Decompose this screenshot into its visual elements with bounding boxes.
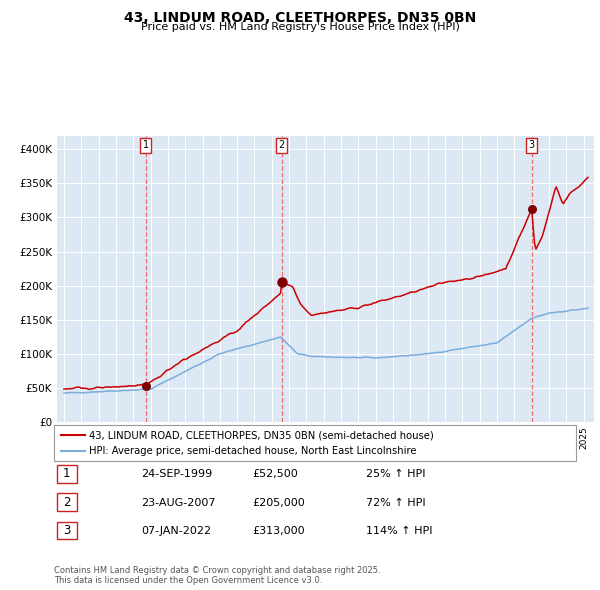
Text: £52,500: £52,500 xyxy=(252,470,298,479)
Text: HPI: Average price, semi-detached house, North East Lincolnshire: HPI: Average price, semi-detached house,… xyxy=(89,446,416,455)
Text: 07-JAN-2022: 07-JAN-2022 xyxy=(141,526,211,536)
Text: Contains HM Land Registry data © Crown copyright and database right 2025.
This d: Contains HM Land Registry data © Crown c… xyxy=(54,566,380,585)
Text: Price paid vs. HM Land Registry's House Price Index (HPI): Price paid vs. HM Land Registry's House … xyxy=(140,22,460,32)
Text: 23-AUG-2007: 23-AUG-2007 xyxy=(141,498,215,507)
Text: £313,000: £313,000 xyxy=(252,526,305,536)
Text: 25% ↑ HPI: 25% ↑ HPI xyxy=(366,470,425,479)
Text: 72% ↑ HPI: 72% ↑ HPI xyxy=(366,498,425,507)
Text: 2: 2 xyxy=(63,496,71,509)
Text: 1: 1 xyxy=(63,467,71,480)
Text: 43, LINDUM ROAD, CLEETHORPES, DN35 0BN: 43, LINDUM ROAD, CLEETHORPES, DN35 0BN xyxy=(124,11,476,25)
Text: 1: 1 xyxy=(142,140,149,150)
Text: 3: 3 xyxy=(529,140,535,150)
Text: 3: 3 xyxy=(63,524,71,537)
Text: 24-SEP-1999: 24-SEP-1999 xyxy=(141,470,212,479)
Text: 2: 2 xyxy=(279,140,285,150)
Text: £205,000: £205,000 xyxy=(252,498,305,507)
Text: 114% ↑ HPI: 114% ↑ HPI xyxy=(366,526,433,536)
Text: 43, LINDUM ROAD, CLEETHORPES, DN35 0BN (semi-detached house): 43, LINDUM ROAD, CLEETHORPES, DN35 0BN (… xyxy=(89,431,434,440)
